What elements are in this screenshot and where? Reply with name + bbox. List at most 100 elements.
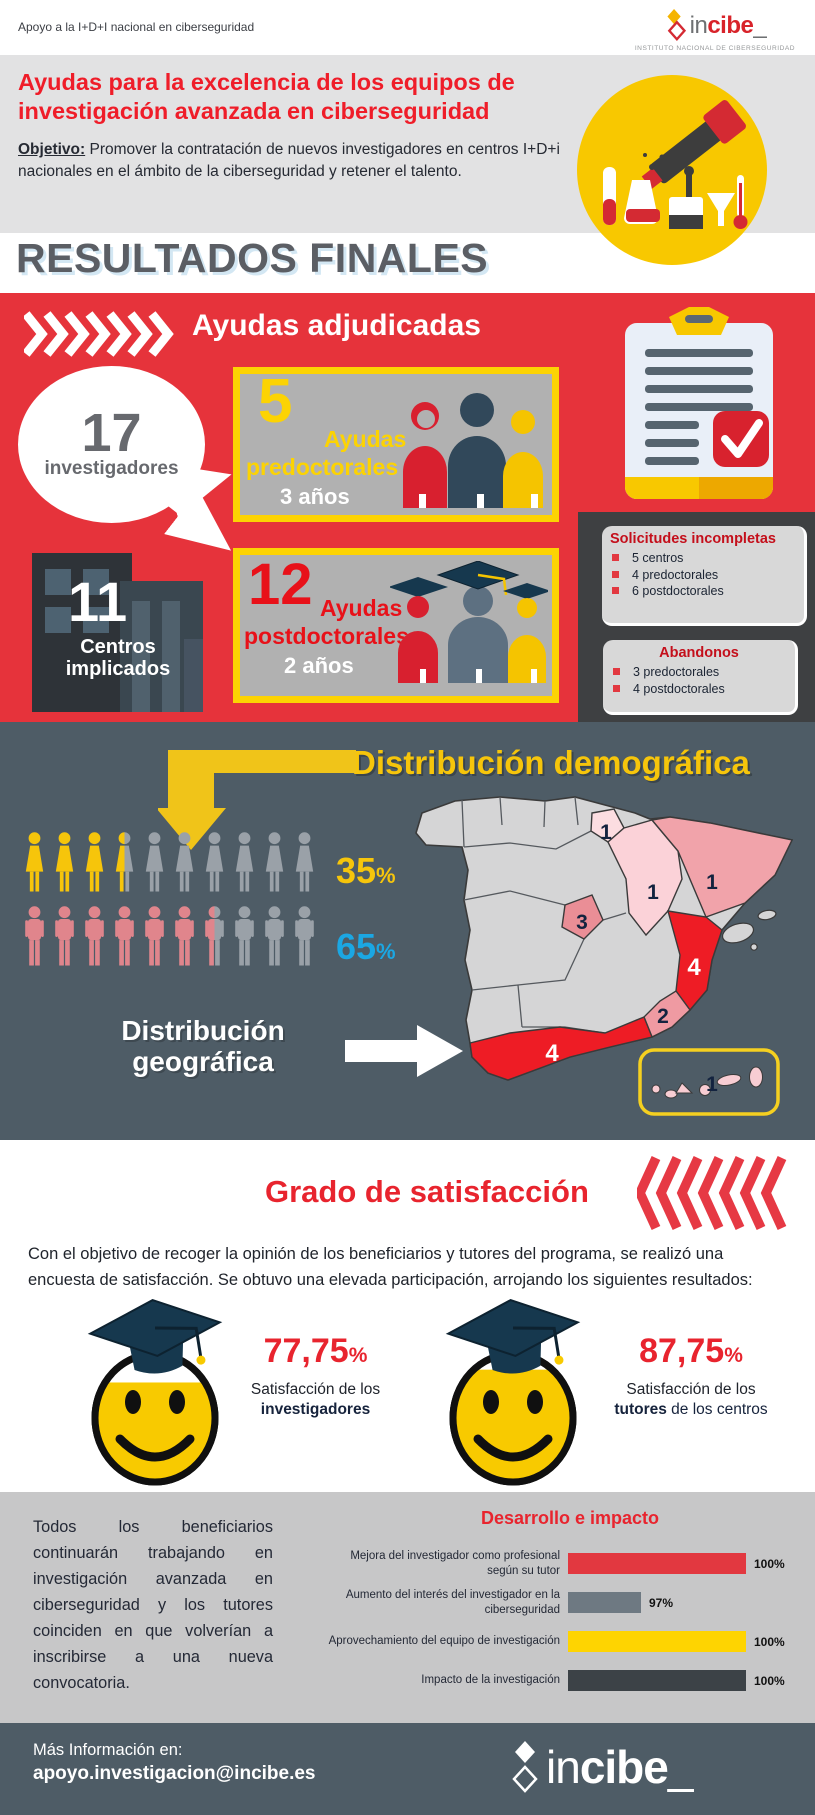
people-group-icon: [403, 393, 543, 508]
bar-label: Mejora del investigador como profesional…: [350, 1549, 560, 1577]
elbow-arrow-down-icon: [158, 750, 356, 850]
male-percentage: 65%: [336, 926, 396, 967]
demographics-title: Distribución demográfica: [352, 744, 750, 781]
bar-row: Mejora del investigador como profesional…: [328, 1544, 798, 1583]
satisfaction-intro: Con el objetivo de recoger la opinión de…: [28, 1245, 753, 1289]
female-pictogram-icon: [52, 832, 77, 894]
list-item: 5 centros: [602, 550, 804, 567]
female-percentage: 35%: [336, 850, 396, 891]
person-figure-icon: [503, 410, 543, 508]
thermometer-icon: [733, 175, 748, 229]
region-valencia: [667, 910, 723, 1012]
incomplete-title: Solicitudes incompletas: [610, 531, 776, 547]
incibe-diamonds-icon: [667, 8, 686, 42]
graduate-figure-icon: [503, 583, 548, 683]
graduation-cap-icon: [87, 1299, 223, 1374]
bar-row: Impacto de la investigación 100%: [328, 1661, 798, 1700]
bullet-square-icon: [612, 570, 619, 578]
female-pictogram-icon: [262, 832, 287, 894]
bar-row: Aprovechamiento del equipo de investigac…: [328, 1622, 798, 1661]
geography-title: Distribución geográfica: [121, 1015, 285, 1077]
awards-title: Ayudas adjudicadas: [192, 309, 481, 342]
incibe-logo-subtitle: INSTITUTO NACIONAL DE CIBERSEGURIDAD: [634, 45, 795, 52]
region-madrid: [561, 894, 604, 940]
female-pictogram-icon: [22, 832, 47, 894]
predoc-box: 5 Ayudas predoctorales 3 años: [233, 367, 559, 522]
investigators-count: 17: [81, 403, 142, 464]
male-pictogram-icon: [202, 906, 227, 968]
footer-email: apoyo.investigacion@incibe.es: [33, 1763, 316, 1784]
check-icon: [721, 419, 763, 458]
header-tagline: Apoyo a la I+D+I nacional en ciberseguri…: [18, 20, 255, 34]
satisfaction-section: Grado de satisfacción Con el objetivo de…: [0, 1140, 815, 1492]
abandons-box: Abandonos 3 predoctorales 4 postdoctoral…: [603, 640, 798, 715]
clipboard-check-icon: [625, 307, 773, 499]
predoc-label-a: Ayudas: [324, 426, 407, 452]
incibe-footer-logo-text: incibe_: [546, 1741, 693, 1793]
female-pictogram-icon: [292, 832, 317, 894]
buildings-icon: [32, 553, 203, 712]
male-pictogram-icon: [262, 906, 287, 968]
postdoc-box: 12 Ayudas postdoctorales 2 años: [233, 548, 559, 703]
balearic-islands: [721, 909, 777, 951]
region-andalucia: [469, 1016, 653, 1081]
telescope-icon: [641, 100, 746, 190]
female-pictogram-icon: [142, 832, 167, 894]
female-pictogram-icon: [202, 832, 227, 894]
spain-map: 1 1 1 3 4 2 4 1: [415, 796, 794, 1116]
list-item: 6 postdoctorales: [602, 583, 804, 600]
bullet-square-icon: [612, 587, 619, 594]
bar-value: 97%: [648, 1595, 673, 1610]
satisfaction-title: Grado de satisfacción: [265, 1174, 589, 1209]
graduation-cap-icon: [445, 1299, 581, 1374]
female-pictograph-row: [22, 832, 317, 894]
objective-text: Objetivo: Promover la contratación de nu…: [18, 141, 560, 180]
objective-label: Objetivo:: [18, 141, 86, 158]
list-item: 4 postdoctorales: [603, 681, 795, 698]
header: Apoyo a la I+D+I nacional en ciberseguri…: [0, 0, 815, 55]
map-value-cataluna: 1: [706, 871, 718, 894]
bar: [568, 1631, 746, 1652]
male-pictogram-icon: [52, 906, 77, 968]
science-illustration-icon: [577, 75, 767, 265]
tutors-kpi: 87,75% Satisfacción de los tutores de lo…: [614, 1332, 768, 1418]
bullet-square-icon: [613, 684, 620, 692]
female-figure-icon: [403, 402, 447, 508]
results-title: RESULTADOS FINALES: [16, 235, 489, 281]
map-value-aragon: 1: [647, 881, 659, 904]
centers-block: 11 Centros implicados: [32, 543, 203, 712]
map-value-murcia: 2: [657, 1005, 669, 1028]
bar-label: Aumento del interés del investigador en …: [345, 1588, 560, 1616]
bar: [568, 1670, 746, 1691]
chevrons-right-icon: [24, 311, 174, 357]
bar-value: 100%: [754, 1556, 785, 1571]
bar: [568, 1553, 746, 1574]
footer: Más Información en: apoyo.investigacion@…: [0, 1723, 815, 1815]
map-value-andalucia: 4: [545, 1040, 559, 1067]
map-value-navarra: 1: [600, 821, 612, 844]
male-pictogram-icon: [292, 906, 317, 968]
impact-paragraph: Todos los beneficiarios continuarán trab…: [33, 1518, 273, 1693]
centers-count: 11: [68, 570, 128, 633]
impact-title: Desarrollo e impacto: [480, 1508, 660, 1528]
predoc-label-b: predoctorales: [246, 454, 399, 480]
postdoc-label-a: Ayudas: [320, 595, 403, 621]
notes-panel: Solicitudes incompletas 5 centros 4 pred…: [578, 512, 815, 722]
graduates-group-icon: [390, 561, 548, 683]
male-pictogram-icon: [112, 906, 137, 968]
investigators-label: investigadores: [44, 457, 179, 479]
region-cataluna: [650, 816, 794, 918]
bar-label: Aprovechamiento del equipo de investigac…: [328, 1635, 560, 1648]
map-value-valencia: 4: [687, 954, 701, 981]
impact-bar-chart: Mejora del investigador como profesional…: [328, 1544, 798, 1700]
beaker-icon: [669, 197, 703, 229]
postdoc-count: 12: [248, 552, 313, 617]
predoc-duration: 3 años: [280, 484, 350, 509]
graduate-figure-icon: [436, 561, 520, 683]
canary-islands-box: [638, 1048, 780, 1116]
flask-icon: [624, 180, 660, 224]
test-tube-icon: [603, 167, 616, 225]
impact-section: Todos los beneficiarios continuarán trab…: [0, 1492, 815, 1723]
bullet-square-icon: [613, 668, 620, 675]
